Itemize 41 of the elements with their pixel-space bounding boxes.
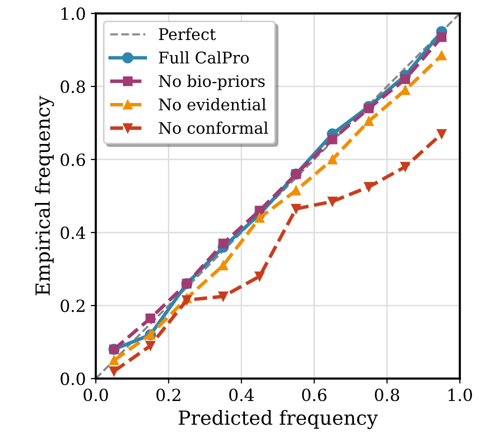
point [218, 238, 228, 248]
y-tick-label: 0.2 [60, 300, 84, 312]
x-tick-label: 1.0 [448, 388, 472, 402]
point [146, 340, 156, 351]
point [328, 154, 338, 164]
point [328, 196, 338, 206]
point [400, 162, 410, 172]
point [400, 74, 410, 84]
legend-label: Perfect [158, 28, 216, 40]
x-tick-label: 0.2 [156, 388, 180, 402]
point [436, 32, 446, 42]
point [364, 104, 374, 114]
point [364, 182, 374, 192]
point [436, 50, 446, 60]
y-tick-label: 0.8 [60, 80, 85, 94]
point [364, 116, 374, 126]
y-tick-label: 0.6 [60, 153, 86, 166]
point [254, 271, 264, 282]
legend-label: No bio-priors [158, 74, 265, 90]
y-tick-label: 1.0 [62, 7, 85, 20]
point [218, 292, 228, 302]
x-tick-label: 0.8 [374, 388, 400, 402]
legend-label: No evidential [158, 98, 266, 111]
point [328, 134, 338, 144]
point [109, 355, 119, 366]
legend-label: Full CalPro [158, 51, 249, 64]
point [146, 313, 156, 324]
legend-label: No conformal [158, 122, 268, 134]
point [254, 213, 264, 223]
x-axis-title: Predicted frequency [178, 410, 378, 430]
point [291, 204, 301, 214]
point [109, 366, 119, 376]
y-axis-title: Empirical frequency [34, 96, 54, 296]
point [291, 186, 301, 196]
y-tick-label: 0.0 [60, 372, 85, 386]
point [218, 260, 228, 270]
x-tick-label: 0.6 [302, 388, 326, 402]
x-tick-label: 0.4 [229, 388, 254, 402]
y-tick-label: 0.4 [60, 226, 86, 240]
point [436, 129, 446, 139]
x-tick-label: 0.0 [84, 388, 108, 402]
